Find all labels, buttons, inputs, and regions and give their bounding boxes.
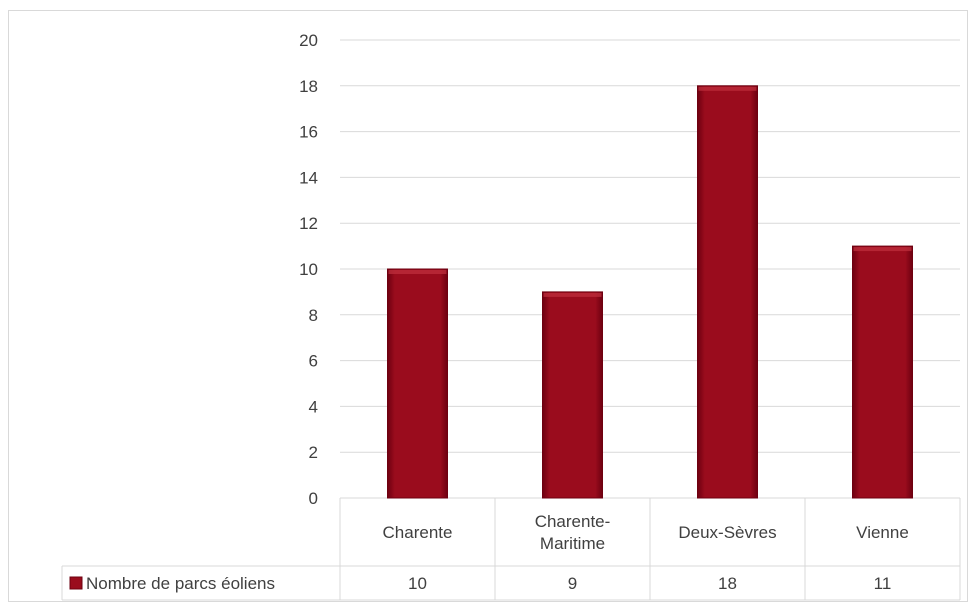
y-tick-label: 2	[309, 443, 318, 462]
y-tick-label: 10	[299, 260, 318, 279]
table-value: 11	[874, 574, 892, 593]
y-tick-label: 16	[299, 123, 318, 142]
y-tick-label: 18	[299, 77, 318, 96]
bar-highlight	[543, 292, 602, 297]
y-tick-label: 4	[309, 397, 318, 416]
table-value: 18	[718, 574, 737, 593]
y-tick-label: 14	[299, 168, 318, 187]
bar-highlight	[698, 86, 757, 91]
chart-frame	[8, 10, 968, 602]
legend-key	[69, 576, 83, 590]
category-label: Charente-Maritime	[535, 512, 611, 553]
category-label: Vienne	[856, 523, 909, 542]
category-label: Deux-Sèvres	[678, 523, 776, 542]
legend-series-name: Nombre de parcs éoliens	[86, 574, 275, 593]
y-tick-label: 6	[309, 352, 318, 371]
table-value: 9	[568, 574, 577, 593]
bar-highlight	[388, 270, 447, 274]
bars	[387, 85, 913, 499]
bar-highlight	[853, 247, 912, 252]
table-value: 10	[408, 574, 427, 593]
bar	[387, 268, 448, 499]
y-tick-label: 12	[299, 214, 318, 233]
data-table: Charente Charente-Maritime Deux-Sèvres Vien…	[61, 498, 961, 601]
category-label: Charente	[383, 523, 453, 542]
bar	[852, 245, 913, 499]
y-axis-ticks: 0 2 4 6 8 10 12 14 16 18 20	[299, 31, 318, 508]
y-tick-label: 0	[309, 489, 318, 508]
bar	[542, 291, 603, 499]
y-tick-label: 20	[299, 31, 318, 50]
y-tick-label: 8	[309, 306, 318, 325]
bar	[697, 85, 758, 499]
